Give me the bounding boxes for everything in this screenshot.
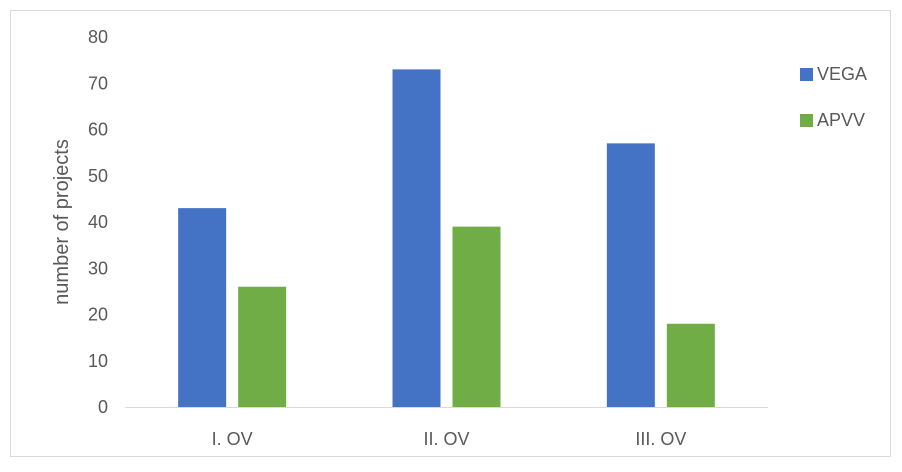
y-axis-label: number of projects (51, 139, 73, 305)
y-axis-tick-labels: 0 10 20 30 40 50 60 70 80 (88, 27, 108, 417)
legend-label-vega: VEGA (817, 64, 867, 84)
x-tick-label-1: I. OV (212, 429, 253, 449)
y-tick-label-50: 50 (88, 166, 108, 186)
bar-apvv-1 (238, 286, 287, 407)
bar-apvv-3 (666, 323, 715, 407)
y-tick-label-40: 40 (88, 212, 108, 232)
chart-border (10, 10, 891, 457)
bar-vega-1 (178, 208, 227, 407)
bars (178, 69, 715, 407)
legend-label-apvv: APVV (817, 110, 865, 130)
y-tick-label-70: 70 (88, 73, 108, 93)
y-tick-label-60: 60 (88, 120, 108, 140)
bar-apvv-2 (452, 226, 501, 407)
y-tick-label-20: 20 (88, 305, 108, 325)
legend-swatch-vega (800, 68, 813, 81)
y-tick-label-0: 0 (98, 397, 108, 417)
x-tick-label-2: II. OV (423, 429, 469, 449)
x-axis-tick-labels: I. OV II. OV III. OV (212, 429, 687, 449)
y-tick-label-10: 10 (88, 351, 108, 371)
legend: VEGA APVV (800, 64, 867, 130)
x-tick-label-3: III. OV (635, 429, 686, 449)
legend-swatch-apvv (800, 114, 813, 127)
y-tick-label-30: 30 (88, 258, 108, 278)
bar-vega-3 (606, 143, 655, 407)
bar-vega-2 (392, 69, 441, 407)
y-tick-label-80: 80 (88, 27, 108, 47)
